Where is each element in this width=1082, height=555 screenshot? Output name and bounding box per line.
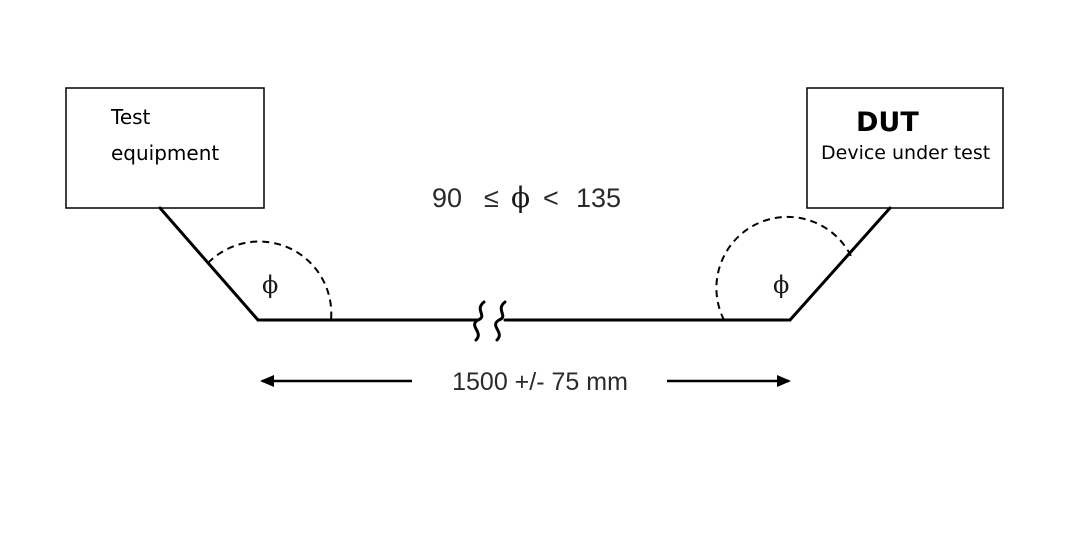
- cable: [158, 206, 892, 322]
- angle-phi-symbol: ϕ: [511, 181, 530, 214]
- angle-low-value: 90: [432, 183, 462, 213]
- test-equipment-label-line1: Test: [110, 105, 151, 129]
- cable-right-diagonal: [788, 206, 892, 322]
- angle-high-value: 135: [576, 183, 621, 213]
- left-angle-arc: [207, 240, 333, 321]
- test-equipment-label-line2: equipment: [111, 141, 219, 165]
- test-equipment-box: [65, 87, 265, 209]
- cable-left-diagonal: [158, 206, 260, 322]
- angle-condition: 90 ≤ ϕ < 135: [432, 181, 621, 214]
- dut-box: [806, 87, 1004, 209]
- dut-title: DUT: [856, 107, 919, 138]
- dimension-label: 1500 +/- 75 mm: [452, 368, 628, 396]
- break-symbol: [473, 300, 507, 342]
- right-angle-arc: [715, 215, 852, 321]
- dut-subtitle: Device under test: [821, 142, 990, 164]
- left-angle-phi: ϕ: [262, 271, 278, 299]
- less-equal-symbol: ≤: [484, 183, 499, 213]
- less-than-symbol: <: [543, 183, 559, 213]
- right-angle-phi: ϕ: [773, 271, 789, 299]
